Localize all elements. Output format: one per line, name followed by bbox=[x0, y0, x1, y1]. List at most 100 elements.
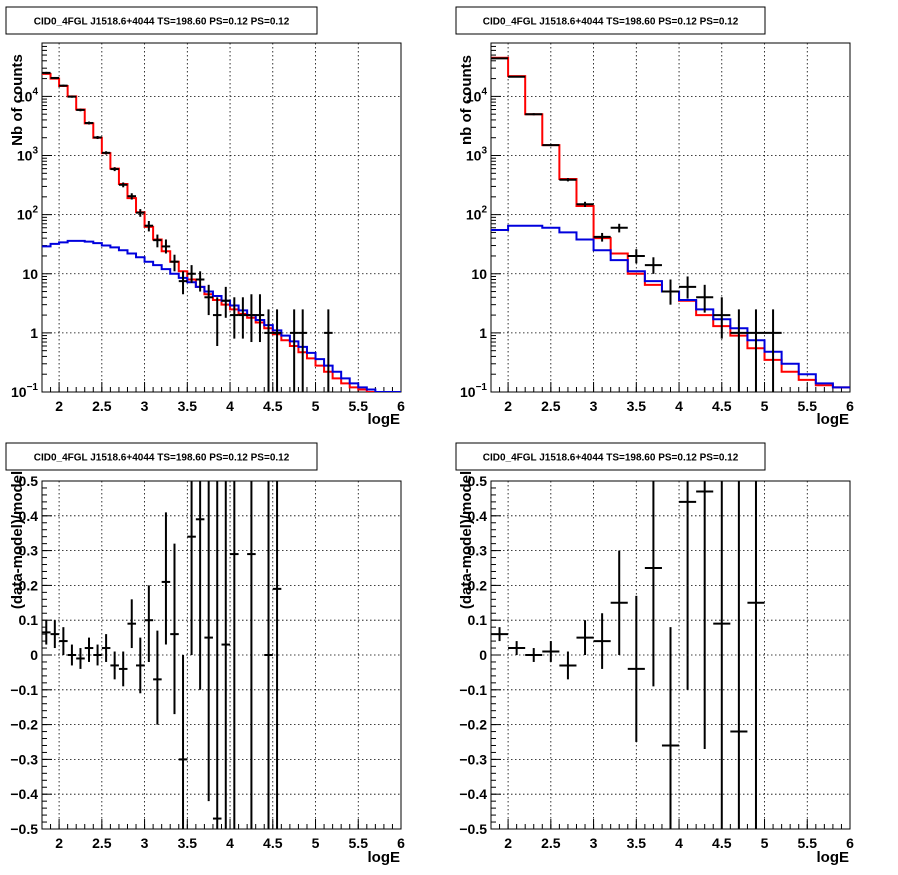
x-tick-label: 3.5 bbox=[627, 398, 647, 414]
y-tick-exponent: 3 bbox=[32, 146, 38, 157]
data-point bbox=[67, 644, 77, 666]
chart-panel-4: 2 2.5 3 3.5 4 4.5 5 5.5 6 −0.5 −0.4 −0.3 −0.2 −0.1 0 0.… bbox=[455, 442, 854, 866]
y-tick-label: 104 bbox=[466, 86, 488, 104]
y-tick-label: 0.1 bbox=[468, 612, 488, 628]
data-point bbox=[178, 655, 188, 829]
x-tick-label: 2.5 bbox=[541, 398, 561, 414]
data-point bbox=[627, 595, 645, 742]
data-point bbox=[144, 585, 154, 662]
y-tick-label: 103 bbox=[17, 146, 39, 164]
x-tick-label: 2 bbox=[55, 835, 63, 851]
x-tick-label: 3 bbox=[141, 398, 149, 414]
data-point bbox=[127, 193, 137, 200]
x-tick-label: 3 bbox=[590, 835, 598, 851]
data-point bbox=[255, 294, 265, 343]
x-axis-title: logE bbox=[817, 411, 850, 428]
data-point bbox=[525, 648, 543, 662]
data-point bbox=[644, 481, 662, 687]
x-tick-label: 4.5 bbox=[712, 398, 732, 414]
y-tick-base: 10 bbox=[22, 266, 38, 282]
x-tick-label: 4.5 bbox=[712, 835, 732, 851]
data-point bbox=[272, 481, 282, 829]
data-point bbox=[221, 286, 231, 318]
x-tick-label: 5 bbox=[312, 835, 320, 851]
data-point bbox=[195, 481, 205, 690]
x-axis-title: logE bbox=[368, 849, 401, 866]
data-point bbox=[730, 481, 748, 829]
x-tick-label: 3 bbox=[590, 398, 598, 414]
data-point bbox=[110, 167, 119, 172]
y-tick-label: 0.1 bbox=[19, 612, 39, 628]
data-point bbox=[161, 512, 171, 645]
data-point bbox=[559, 178, 577, 182]
y-tick-base: 10 bbox=[17, 88, 33, 104]
y-tick-label: 10 bbox=[471, 266, 487, 282]
data-point bbox=[67, 95, 77, 98]
data-point bbox=[289, 309, 299, 392]
data-point bbox=[101, 634, 111, 662]
data-point bbox=[610, 223, 628, 233]
data-point bbox=[508, 75, 526, 78]
x-tick-label: 2 bbox=[55, 398, 63, 414]
y-tick-label: −0.3 bbox=[10, 751, 38, 767]
y-tick-base: 10 bbox=[466, 88, 482, 104]
y-tick-base: 1 bbox=[479, 325, 487, 341]
y-tick-label: 0.5 bbox=[468, 473, 488, 489]
chart-title: CID0_4FGL J1518.6+4044 TS=198.60 PS=0.12… bbox=[483, 17, 739, 28]
data-point bbox=[576, 201, 594, 207]
data-point bbox=[593, 613, 611, 669]
y-tick-label: 0.3 bbox=[19, 543, 39, 559]
data-point bbox=[713, 297, 731, 339]
data-point bbox=[161, 239, 171, 254]
data-point bbox=[264, 309, 273, 392]
y-tick-label: −0.2 bbox=[459, 717, 487, 733]
y-tick-label: 0 bbox=[479, 647, 487, 663]
data-point bbox=[153, 234, 162, 248]
x-tick-label: 3.5 bbox=[178, 835, 198, 851]
data-point bbox=[593, 232, 611, 242]
x-tick-label: 5.5 bbox=[798, 398, 818, 414]
plot-data bbox=[491, 56, 850, 392]
data-point bbox=[696, 481, 714, 749]
y-tick-base: 10 bbox=[471, 266, 487, 282]
y-tick-label: 0.4 bbox=[19, 508, 39, 524]
data-point bbox=[238, 297, 248, 339]
x-tick-label: 3 bbox=[141, 835, 149, 851]
chart-panel-1: 2 2.5 3 3.5 4 4.5 5 5.5 610−1110102103104CID0_4F… bbox=[5, 6, 405, 428]
y-tick-exponent: −1 bbox=[27, 382, 39, 393]
x-tick-label: 2.5 bbox=[92, 398, 112, 414]
y-tick-label: 1 bbox=[30, 325, 38, 341]
data-point bbox=[730, 309, 748, 392]
x-tick-label: 2 bbox=[504, 835, 512, 851]
x-tick-label: 6 bbox=[846, 835, 854, 851]
x-axis-title: logE bbox=[368, 411, 401, 428]
y-tick-label: 0.5 bbox=[19, 473, 39, 489]
y-tick-label: 0.2 bbox=[19, 577, 39, 593]
chart-title: CID0_4FGL J1518.6+4044 TS=198.60 PS=0.12… bbox=[34, 17, 290, 28]
data-point bbox=[212, 297, 222, 346]
y-tick-label: −0.1 bbox=[459, 682, 487, 698]
x-tick-label: 4 bbox=[226, 835, 234, 851]
data-point bbox=[84, 121, 94, 125]
y-tick-exponent: 2 bbox=[32, 205, 38, 216]
data-point bbox=[324, 309, 333, 392]
data-point bbox=[187, 481, 196, 655]
y-tick-base: 10 bbox=[17, 207, 33, 223]
data-point bbox=[559, 651, 577, 680]
data-point bbox=[195, 271, 205, 292]
model-step-line-blue bbox=[491, 224, 850, 389]
y-tick-label: 103 bbox=[466, 146, 488, 164]
x-tick-label: 5.5 bbox=[798, 835, 818, 851]
y-tick-label: −0.5 bbox=[459, 821, 487, 837]
y-tick-label: 0.3 bbox=[468, 543, 488, 559]
y-tick-base: 10 bbox=[466, 148, 482, 164]
y-axis-title: (data-model)/model bbox=[9, 471, 26, 609]
data-point bbox=[76, 648, 85, 669]
x-tick-label: 3.5 bbox=[178, 398, 198, 414]
x-tick-label: 2.5 bbox=[92, 835, 112, 851]
data-point bbox=[542, 144, 560, 147]
x-tick-label: 4 bbox=[226, 398, 234, 414]
data-point bbox=[127, 599, 137, 649]
